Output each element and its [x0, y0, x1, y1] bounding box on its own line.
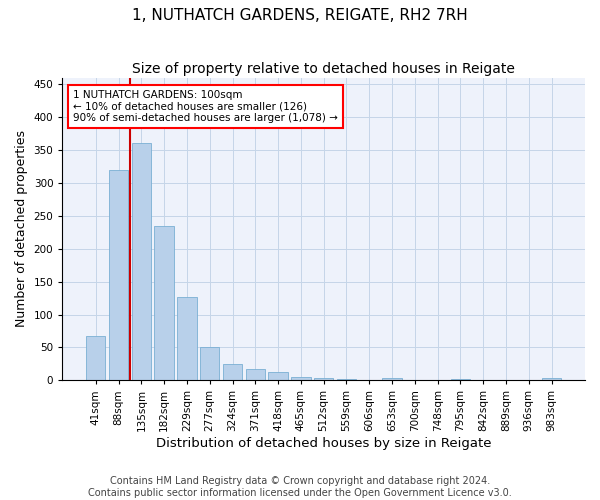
- Bar: [314, 378, 334, 380]
- Text: Contains HM Land Registry data © Crown copyright and database right 2024.
Contai: Contains HM Land Registry data © Crown c…: [88, 476, 512, 498]
- Title: Size of property relative to detached houses in Reigate: Size of property relative to detached ho…: [132, 62, 515, 76]
- Bar: [337, 379, 356, 380]
- Bar: [131, 144, 151, 380]
- Bar: [382, 378, 402, 380]
- Bar: [200, 348, 220, 380]
- Text: 1 NUTHATCH GARDENS: 100sqm
← 10% of detached houses are smaller (126)
90% of sem: 1 NUTHATCH GARDENS: 100sqm ← 10% of deta…: [73, 90, 338, 123]
- X-axis label: Distribution of detached houses by size in Reigate: Distribution of detached houses by size …: [156, 437, 491, 450]
- Bar: [177, 298, 197, 380]
- Bar: [245, 369, 265, 380]
- Bar: [223, 364, 242, 380]
- Bar: [268, 372, 288, 380]
- Bar: [291, 377, 311, 380]
- Y-axis label: Number of detached properties: Number of detached properties: [15, 130, 28, 328]
- Bar: [451, 379, 470, 380]
- Bar: [109, 170, 128, 380]
- Bar: [542, 378, 561, 380]
- Bar: [154, 226, 174, 380]
- Bar: [86, 336, 106, 380]
- Text: 1, NUTHATCH GARDENS, REIGATE, RH2 7RH: 1, NUTHATCH GARDENS, REIGATE, RH2 7RH: [132, 8, 468, 22]
